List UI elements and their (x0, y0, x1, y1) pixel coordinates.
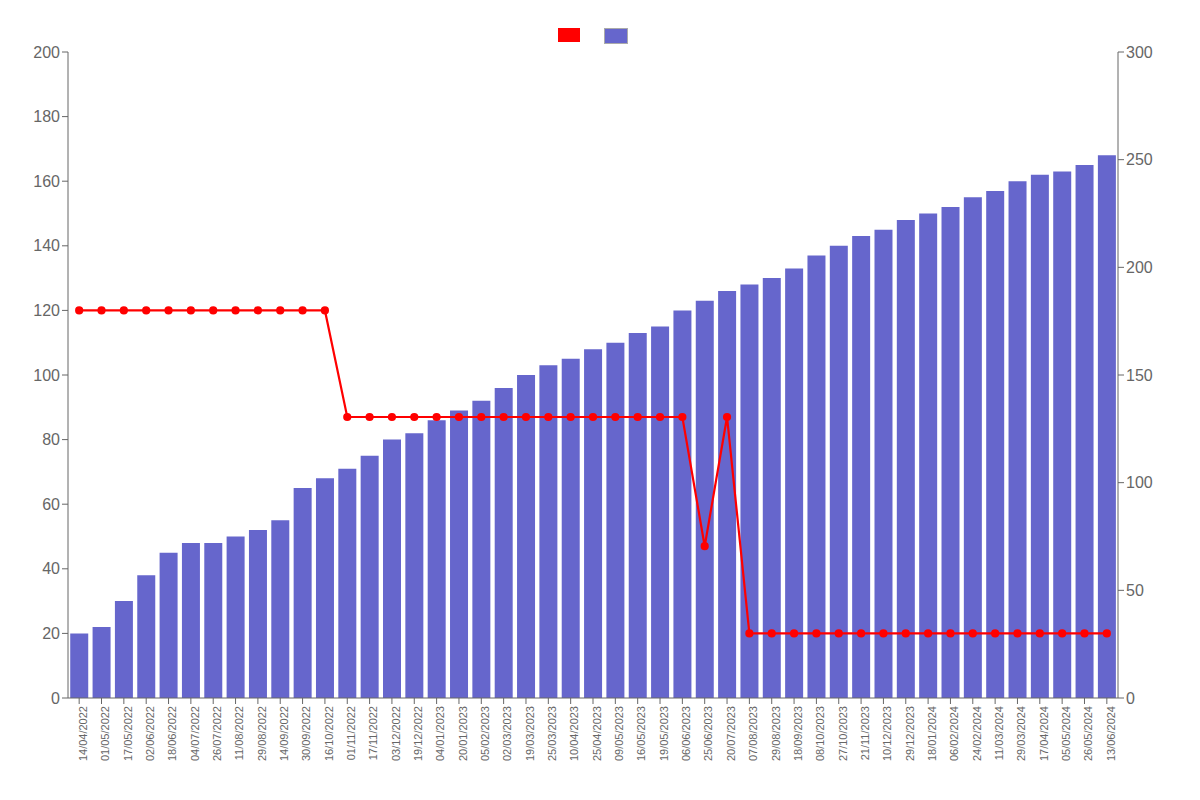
svg-text:200: 200 (1126, 259, 1153, 276)
svg-text:09/05/2023: 09/05/2023 (613, 706, 625, 761)
svg-text:02/06/2022: 02/06/2022 (144, 706, 156, 761)
svg-text:14/09/2022: 14/09/2022 (278, 706, 290, 761)
svg-text:03/12/2022: 03/12/2022 (390, 706, 402, 761)
svg-text:02/03/2023: 02/03/2023 (501, 706, 513, 761)
svg-text:20/01/2023: 20/01/2023 (457, 706, 469, 761)
svg-text:20: 20 (42, 625, 60, 642)
svg-text:30/09/2022: 30/09/2022 (300, 706, 312, 761)
svg-text:10/04/2023: 10/04/2023 (568, 706, 580, 761)
svg-text:18/06/2022: 18/06/2022 (166, 706, 178, 761)
svg-text:10/12/2023: 10/12/2023 (881, 706, 893, 761)
svg-text:29/03/2024: 29/03/2024 (1015, 706, 1027, 761)
svg-text:06/06/2023: 06/06/2023 (680, 706, 692, 761)
svg-text:19/12/2022: 19/12/2022 (412, 706, 424, 761)
svg-text:25/04/2023: 25/04/2023 (591, 706, 603, 761)
svg-text:50: 50 (1126, 582, 1144, 599)
svg-text:17/04/2024: 17/04/2024 (1038, 706, 1050, 761)
svg-text:17/05/2022: 17/05/2022 (122, 706, 134, 761)
svg-text:01/05/2022: 01/05/2022 (99, 706, 111, 761)
svg-text:24/02/2024: 24/02/2024 (971, 706, 983, 761)
svg-text:20/07/2023: 20/07/2023 (725, 706, 737, 761)
svg-text:180: 180 (33, 108, 60, 125)
svg-text:07/08/2023: 07/08/2023 (747, 706, 759, 761)
svg-text:140: 140 (33, 237, 60, 254)
svg-text:26/05/2024: 26/05/2024 (1082, 706, 1094, 761)
svg-text:60: 60 (42, 496, 60, 513)
svg-text:25/06/2023: 25/06/2023 (703, 706, 715, 761)
svg-text:11/03/2024: 11/03/2024 (993, 706, 1005, 760)
svg-text:04/07/2022: 04/07/2022 (189, 706, 201, 761)
svg-text:120: 120 (33, 302, 60, 319)
svg-text:13/06/2024: 13/06/2024 (1105, 706, 1117, 761)
svg-text:0: 0 (51, 690, 60, 707)
svg-text:0: 0 (1126, 690, 1135, 707)
svg-text:40: 40 (42, 560, 60, 577)
svg-text:16/10/2022: 16/10/2022 (323, 706, 335, 761)
svg-text:19/03/2023: 19/03/2023 (524, 706, 536, 761)
svg-text:29/08/2022: 29/08/2022 (256, 706, 268, 761)
svg-text:11/08/2022: 11/08/2022 (233, 706, 245, 760)
svg-text:26/07/2022: 26/07/2022 (211, 706, 223, 761)
svg-text:200: 200 (33, 44, 60, 61)
svg-text:21/11/2023: 21/11/2023 (859, 706, 871, 760)
svg-text:100: 100 (33, 367, 60, 384)
svg-text:250: 250 (1126, 151, 1153, 168)
svg-text:08/10/2023: 08/10/2023 (814, 706, 826, 761)
svg-text:05/05/2024: 05/05/2024 (1060, 706, 1072, 761)
svg-text:14/04/2022: 14/04/2022 (77, 706, 89, 761)
svg-text:25/03/2023: 25/03/2023 (546, 706, 558, 761)
svg-text:27/10/2023: 27/10/2023 (837, 706, 849, 761)
svg-text:19/05/2023: 19/05/2023 (658, 706, 670, 761)
svg-text:18/01/2024: 18/01/2024 (926, 706, 938, 761)
svg-text:05/02/2023: 05/02/2023 (479, 706, 491, 761)
svg-text:16/05/2023: 16/05/2023 (635, 706, 647, 761)
svg-text:100: 100 (1126, 474, 1153, 491)
svg-text:01/11/2022: 01/11/2022 (345, 706, 357, 760)
svg-text:29/12/2023: 29/12/2023 (904, 706, 916, 761)
svg-text:300: 300 (1126, 44, 1153, 61)
svg-text:29/08/2023: 29/08/2023 (770, 706, 782, 761)
svg-text:04/01/2023: 04/01/2023 (434, 706, 446, 761)
svg-text:06/02/2024: 06/02/2024 (948, 706, 960, 761)
svg-text:17/11/2022: 17/11/2022 (367, 706, 379, 760)
svg-text:150: 150 (1126, 367, 1153, 384)
svg-text:18/09/2023: 18/09/2023 (792, 706, 804, 761)
svg-text:80: 80 (42, 431, 60, 448)
svg-text:160: 160 (33, 173, 60, 190)
